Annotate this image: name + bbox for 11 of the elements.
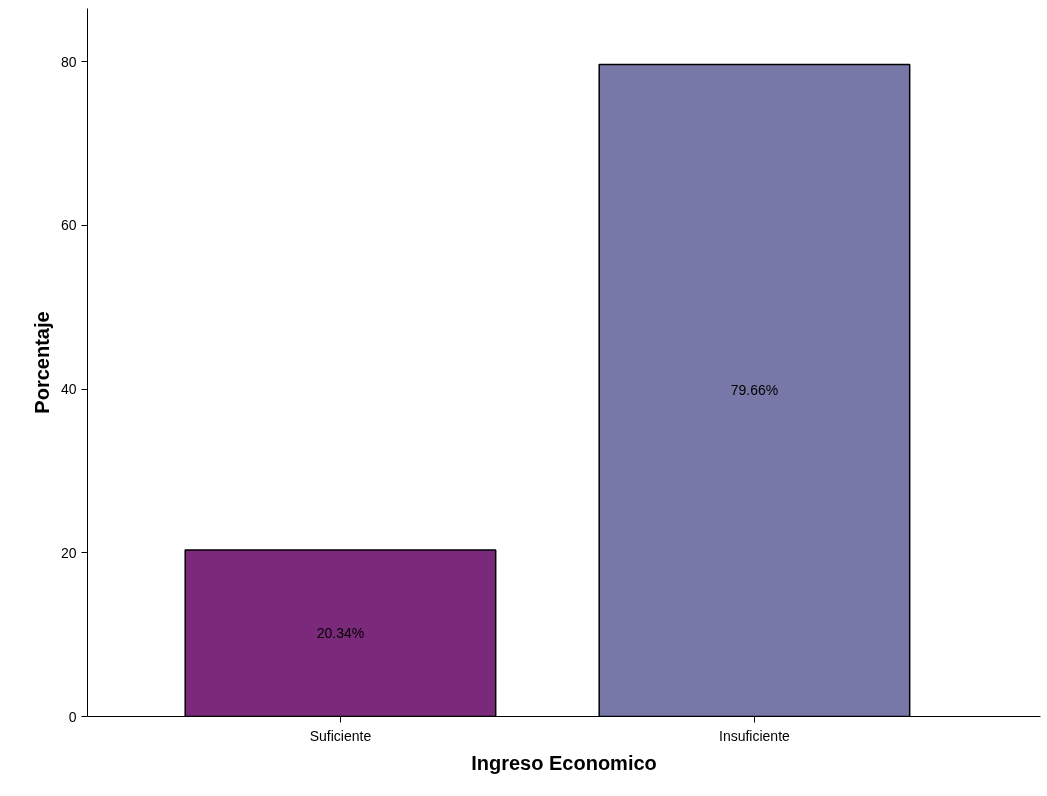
y-tick-label: 0 [68, 708, 77, 725]
y-axis-title: Porcentaje [30, 311, 53, 414]
x-tick-label: Suficiente [309, 727, 372, 744]
x-axis-title: Ingreso Economico [471, 751, 657, 774]
data-label: 79.66% [730, 382, 779, 399]
y-tick-label: 20 [60, 544, 77, 561]
y-tick-label: 80 [60, 53, 77, 70]
data-label: 20.34% [316, 625, 365, 642]
y-tick-label: 60 [60, 217, 77, 234]
x-tick-label: Insuficiente [719, 727, 791, 744]
y-tick-label: 40 [60, 381, 77, 398]
